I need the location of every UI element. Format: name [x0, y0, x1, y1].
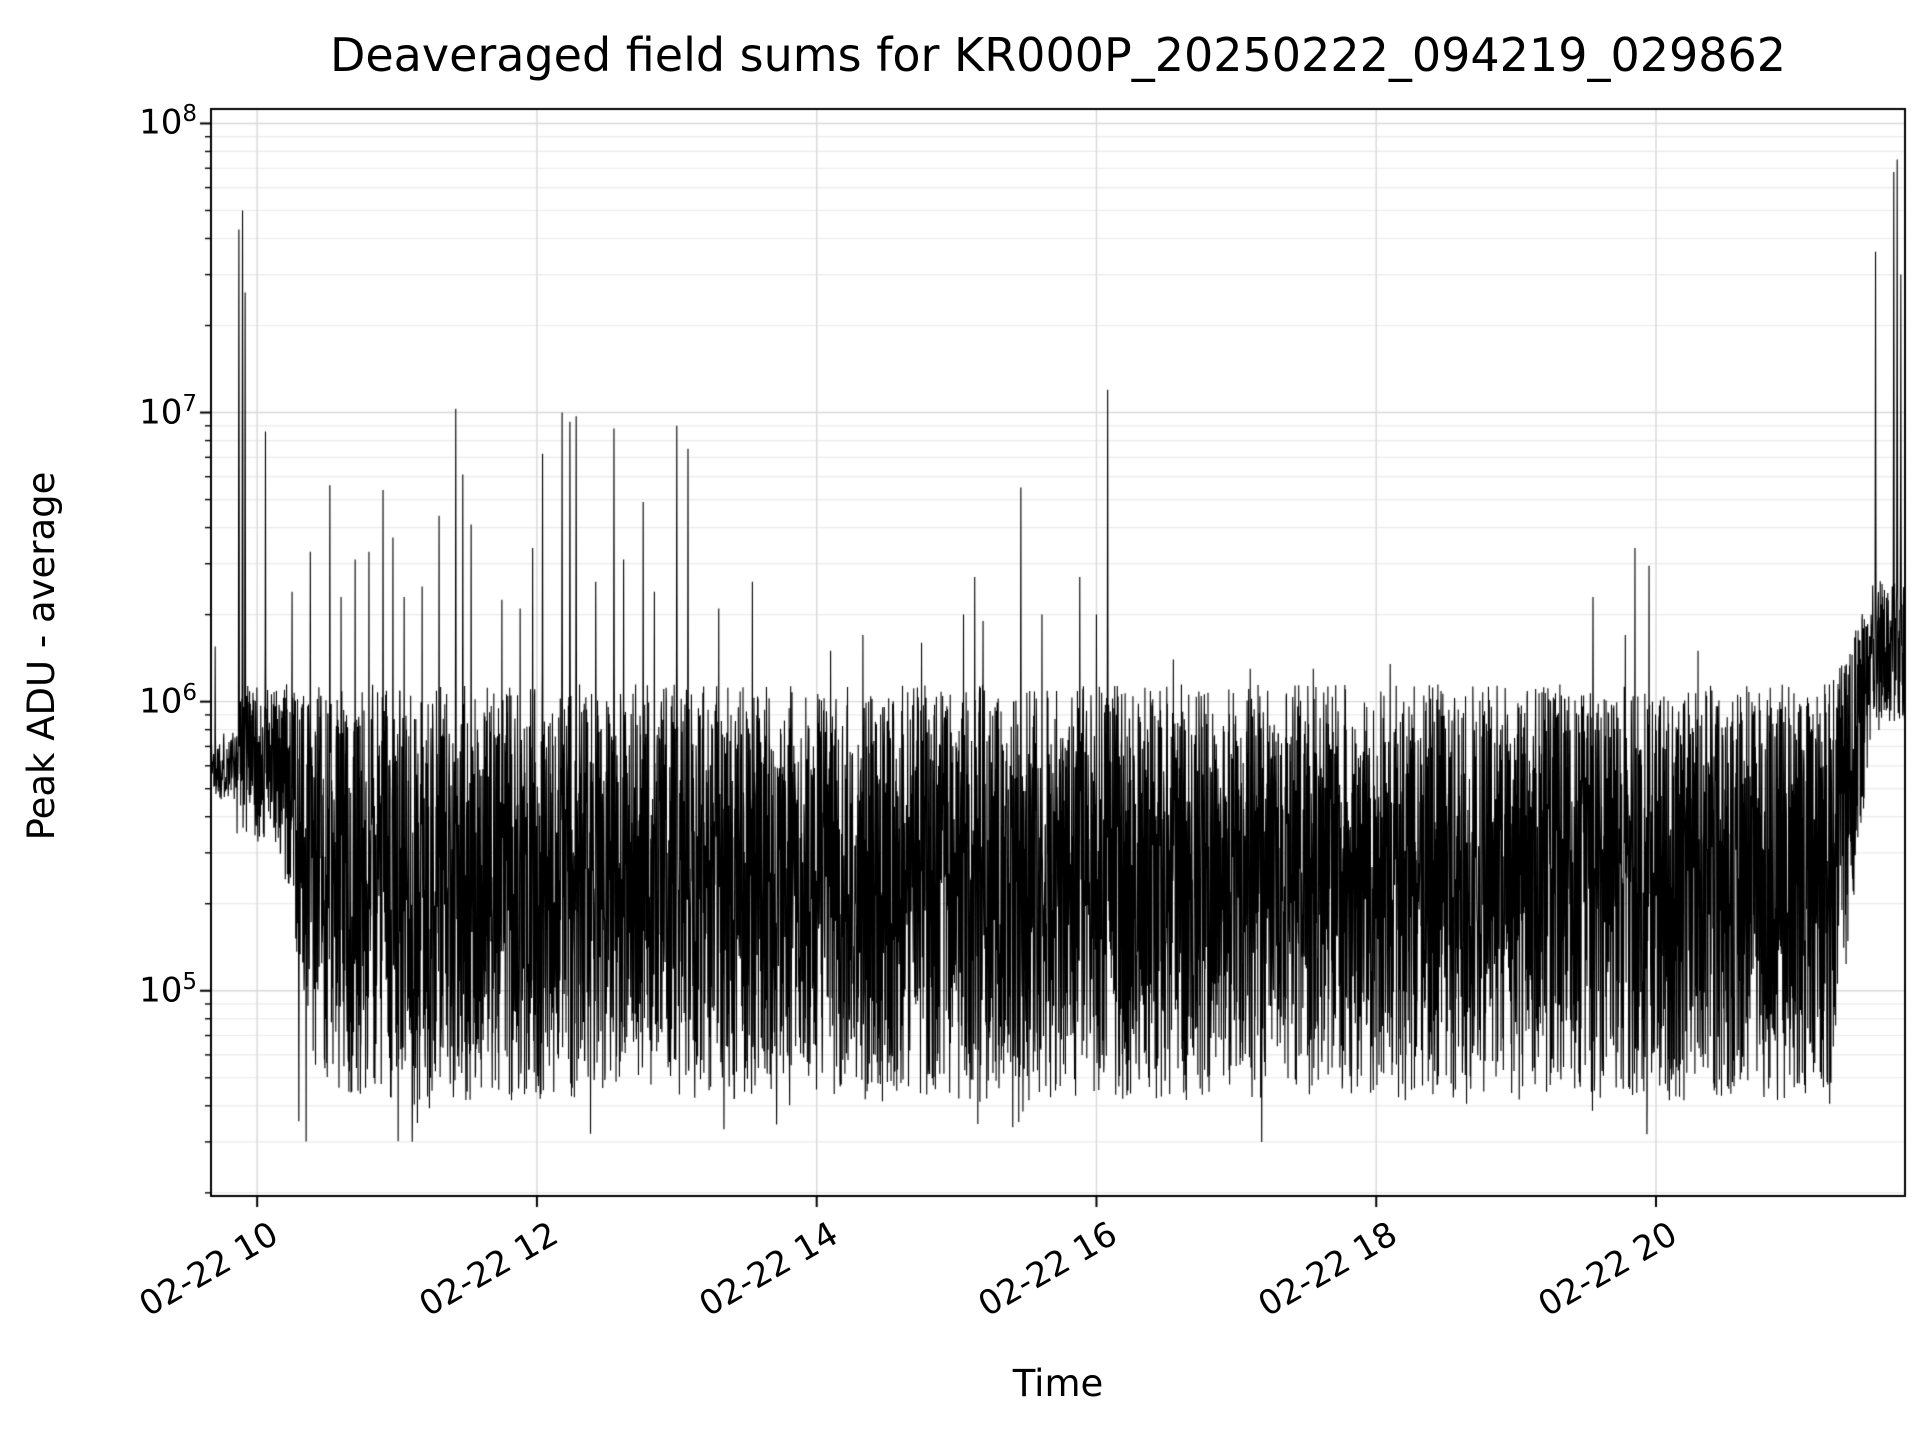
y-axis-label: Peak ADU - average: [20, 471, 63, 841]
y-tick-label: 107: [139, 390, 197, 432]
y-tick-label: 108: [139, 101, 197, 143]
x-axis-label: Time: [1012, 1362, 1104, 1405]
y-tick-label: 105: [139, 968, 197, 1011]
chart-title: Deaveraged field sums for KR000P_2025022…: [329, 28, 1787, 82]
y-tick-label: 106: [139, 679, 197, 721]
